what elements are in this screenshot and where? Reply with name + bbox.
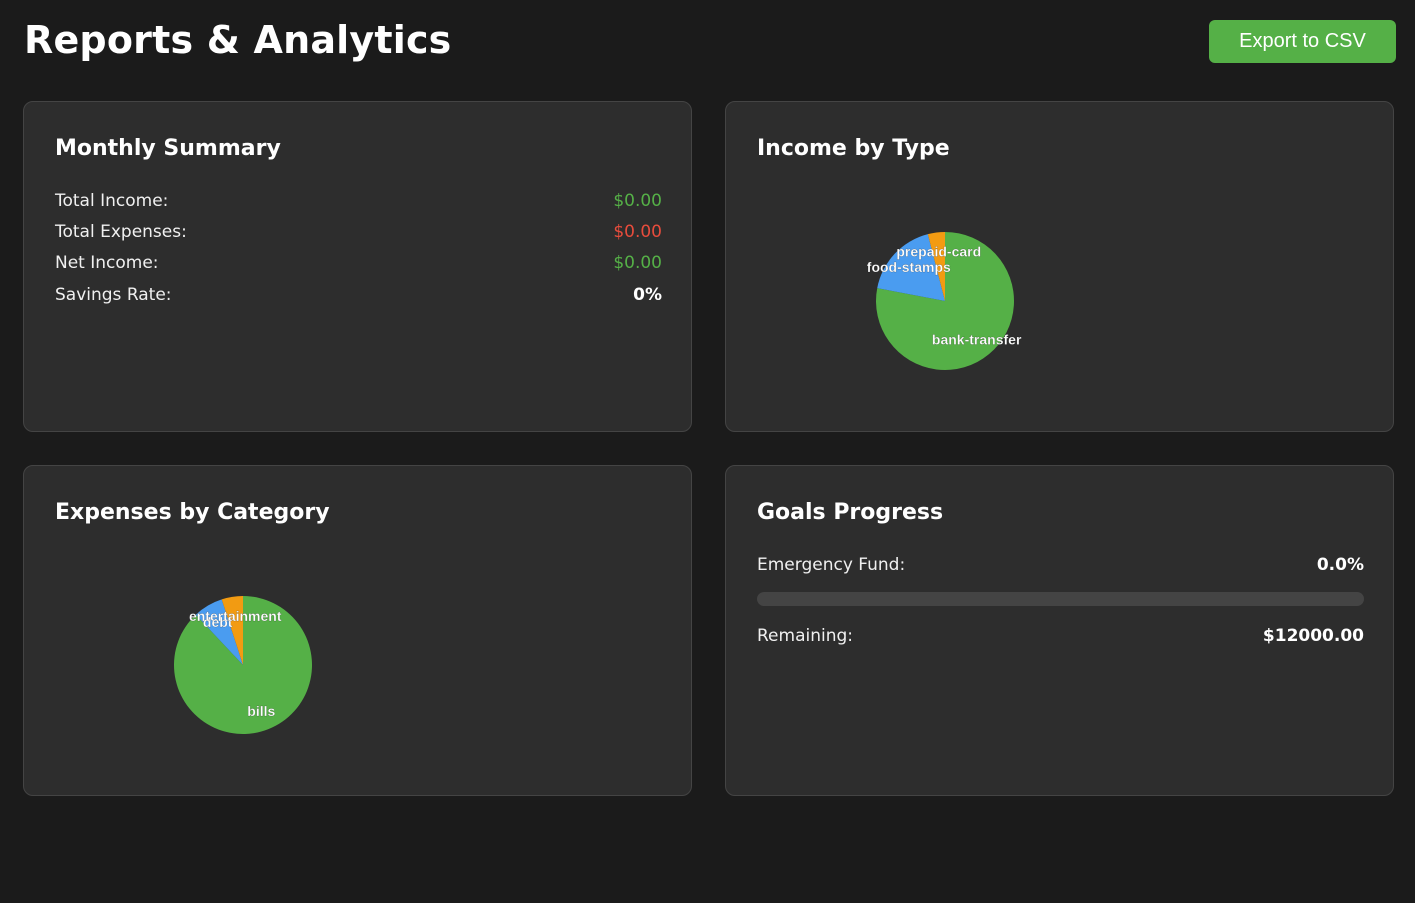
savings-rate-value: 0% xyxy=(633,285,662,305)
net-income-row: Net Income: $0.00 xyxy=(55,251,662,275)
total-expenses-value: $0.00 xyxy=(613,222,662,242)
expenses-by-category-card: Expenses by Category bills debt entertainm… xyxy=(23,465,692,796)
emergency-fund-percent: 0.0% xyxy=(1316,555,1364,575)
net-income-value: $0.00 xyxy=(613,253,662,273)
export-csv-button[interactable]: Export to CSV xyxy=(1209,20,1396,63)
pie-label-food-stamps: food-stamps xyxy=(867,259,951,275)
pie-slice-entertainment xyxy=(221,596,243,665)
pie-slice-food-stamps xyxy=(877,234,945,301)
remaining-label: Remaining: xyxy=(757,626,853,646)
net-income-label: Net Income: xyxy=(55,253,159,273)
emergency-fund-row: Emergency Fund: 0.0% xyxy=(757,553,1364,577)
goals-progress-title: Goals Progress xyxy=(757,500,944,525)
remaining-value: $12000.00 xyxy=(1262,626,1364,646)
income-by-type-card: Income by Type bank-transfer food-stamps p… xyxy=(725,101,1394,432)
monthly-summary-title: Monthly Summary xyxy=(55,136,281,161)
pie-label-prepaid-card: prepaid-card xyxy=(896,244,981,260)
emergency-fund-label: Emergency Fund: xyxy=(757,555,906,575)
monthly-summary-card: Monthly Summary Total Income: $0.00 Tota… xyxy=(23,101,692,432)
page-title: Reports & Analytics xyxy=(24,18,452,62)
income-by-type-title: Income by Type xyxy=(757,136,950,161)
total-expenses-label: Total Expenses: xyxy=(55,222,187,242)
pie-label-debt: debt xyxy=(203,614,233,630)
total-income-label: Total Income: xyxy=(55,191,169,211)
savings-rate-label: Savings Rate: xyxy=(55,285,172,305)
pie-label-entertainment: entertainment xyxy=(189,608,282,624)
expenses-by-category-title: Expenses by Category xyxy=(55,500,330,525)
emergency-fund-progress-bar xyxy=(757,592,1364,606)
remaining-row: Remaining: $12000.00 xyxy=(757,624,1364,648)
savings-rate-row: Savings Rate: 0% xyxy=(55,283,662,307)
total-expenses-row: Total Expenses: $0.00 xyxy=(55,220,662,244)
total-income-row: Total Income: $0.00 xyxy=(55,189,662,213)
goals-progress-card: Goals Progress Emergency Fund: 0.0% Rema… xyxy=(725,465,1394,796)
pie-label-bills: bills xyxy=(247,703,275,719)
pie-label-bank-transfer: bank-transfer xyxy=(932,331,1022,347)
total-income-value: $0.00 xyxy=(613,191,662,211)
pie-slice-debt xyxy=(195,599,243,665)
pie-slice-prepaid-card xyxy=(927,232,945,301)
